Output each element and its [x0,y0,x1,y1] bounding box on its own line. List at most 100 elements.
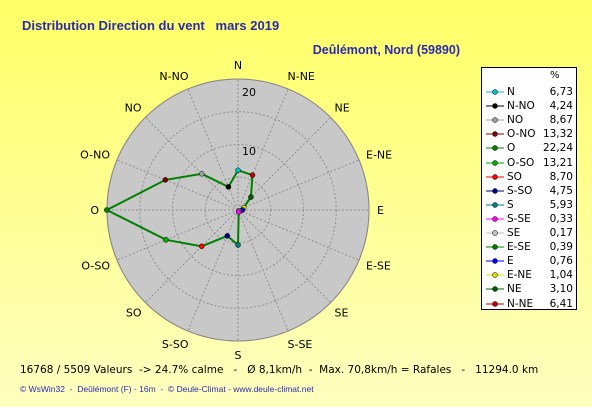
legend-item: SO 8,70 [482,171,578,185]
legend-label: O-NO [507,128,536,141]
legend-value: 3,10 [549,283,573,296]
chart-title: Distribution Direction du vent mars 2019 [22,18,280,33]
legend-item: E 0,76 [482,255,578,269]
legend-value: 0,17 [549,227,573,239]
legend-label: N-NO [507,100,535,113]
legend-item: O-NO 13,32 [482,128,578,142]
grid-spoke [237,159,360,211]
legend-item: E-SE 0,39 [482,241,578,255]
legend-label: S [507,198,514,211]
legend-marker [486,173,504,180]
direction-label: N [234,59,242,72]
data-point [248,194,254,200]
legend-marker [486,159,504,166]
data-point [235,242,241,248]
data-point [198,243,205,250]
legend-item: N-NE 6,41 [482,298,578,312]
legend-item: E-NE 1,04 [482,269,578,283]
legend-value: 6,73 [549,86,573,98]
direction-label: E-SE [366,260,391,273]
legend-marker [486,258,504,264]
direction-label: SO [126,307,142,320]
direction-label: O-NO [80,149,110,162]
legend-item: O-SO 13,21 [482,157,578,171]
legend-value: 13,32 [542,128,573,141]
direction-label: S-SE [288,338,313,351]
legend-marker [486,272,504,279]
legend-item: N-NO 4,24 [482,100,578,114]
legend-label: O [507,142,516,155]
legend-label: N-NE [507,297,534,310]
data-point [162,177,169,183]
legend-item: S-SE 0,33 [482,213,578,227]
data-point [163,237,169,243]
data-point [225,184,232,190]
grid-spoke [237,88,289,211]
legend-label: S-SO [507,184,533,197]
legend-item: NO 8,67 [482,114,578,128]
grid-ring [106,78,370,342]
legend-marker [486,300,504,307]
legend-value: 4,24 [549,100,573,113]
grid-spoke [187,88,239,211]
direction-label: O [90,204,99,217]
legend-item: N 6,73 [482,86,578,100]
legend-marker [486,202,504,208]
legend-marker [486,244,504,250]
data-point [235,167,241,174]
legend-value: 22,24 [542,142,573,155]
data-point [224,233,231,239]
legend-item: NE 3,10 [482,283,578,297]
legend-marker [486,286,504,293]
grid-spoke [116,159,239,211]
legend-label: SO [507,170,522,183]
legend-marker [486,117,504,123]
grid-spoke [187,209,239,332]
data-point [249,172,256,178]
legend-value: 13,21 [542,156,573,169]
legend-item: S 5,93 [482,199,578,213]
legend-label: NO [507,114,524,127]
legend-label: O-SO [507,156,535,169]
legend-value: 8,70 [549,170,573,183]
legend: % N 6,73 N-NO 4,24 NO 8,67 O-NO 13,32 O 22,24 O-SO… [481,67,577,310]
grid-spoke [237,209,360,261]
legend-value: 6,41 [549,297,573,310]
legend-marker [486,216,504,222]
legend-value: 5,93 [549,198,573,211]
legend-label: SE [507,227,521,239]
legend-marker [486,89,504,95]
legend-marker [486,230,504,236]
footer-stats: 16768 / 5509 Valeurs -> 24.7% calme - Ø … [20,364,539,376]
grid-spoke [237,209,331,303]
direction-label: S [235,349,242,362]
legend-value: 0,39 [549,241,573,254]
direction-label: E [377,204,384,217]
radial-tick-label: 20 [242,86,256,99]
direction-label: NE [335,102,350,115]
direction-label: NO [125,102,142,115]
legend-label: E-SE [507,241,531,254]
legend-marker [486,131,504,138]
legend-unit: % [550,70,560,81]
grid-spoke [145,117,239,211]
legend-value: 0,76 [549,255,573,268]
legend-label: S-SE [507,212,531,225]
legend-label: NE [507,283,522,296]
legend-item: S-SO 4,75 [482,185,578,199]
data-point [235,209,242,215]
legend-marker [486,145,504,152]
legend-value: 8,67 [549,114,573,127]
direction-label: S-SO [162,338,189,351]
grid-spoke [237,117,331,211]
direction-label: SE [335,307,349,320]
data-point [199,171,205,177]
legend-label: E [507,255,514,268]
radial-tick-label: 10 [242,145,256,158]
direction-label: O-SO [81,260,110,273]
legend-label: N [507,86,515,98]
legend-value: 4,75 [549,184,573,197]
station-name: Deûlémont, Nord (59890) [312,43,460,57]
data-point [104,207,110,213]
